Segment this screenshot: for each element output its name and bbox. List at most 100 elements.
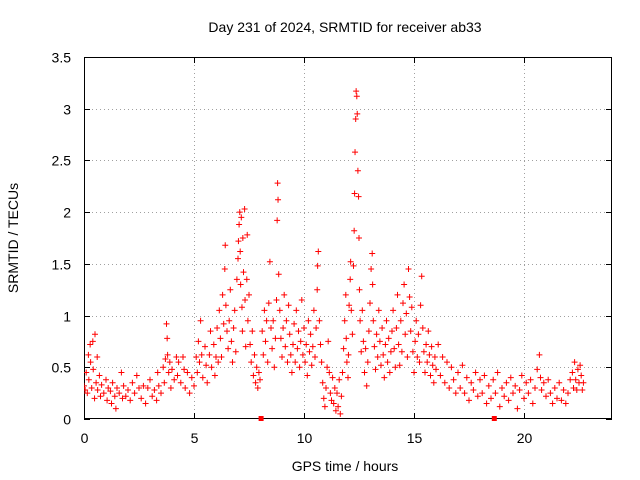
data-point — [496, 403, 503, 410]
data-point — [346, 302, 353, 309]
data-point — [249, 328, 256, 335]
data-point — [396, 362, 403, 369]
y-tick-label: 2 — [63, 205, 71, 221]
data-point — [122, 393, 129, 400]
data-point — [161, 379, 168, 386]
plot-frame — [84, 57, 612, 419]
data-point — [411, 369, 417, 376]
data-point — [238, 304, 245, 311]
data-point — [195, 338, 202, 345]
data-point — [371, 343, 378, 350]
data-point — [523, 379, 530, 386]
x-tick-label: 15 — [407, 430, 423, 446]
data-point — [131, 390, 138, 397]
data-point — [217, 335, 224, 342]
data-point — [166, 359, 173, 366]
data-point — [384, 359, 391, 366]
data-point — [277, 335, 284, 342]
data-point — [125, 387, 131, 394]
data-point — [281, 291, 288, 298]
data-point — [244, 317, 251, 324]
data-point — [316, 317, 323, 324]
data-point — [560, 387, 567, 394]
data-point — [354, 110, 361, 117]
data-point — [429, 362, 436, 369]
data-point — [242, 297, 249, 304]
data-point — [310, 307, 317, 314]
data-point — [368, 266, 375, 273]
data-point — [349, 331, 356, 338]
data-point — [354, 167, 361, 174]
data-point — [204, 379, 211, 386]
data-point — [527, 376, 534, 383]
data-point — [335, 403, 342, 410]
data-point — [383, 317, 390, 324]
data-point — [220, 320, 227, 327]
data-point — [293, 307, 300, 314]
data-point — [448, 364, 455, 371]
data-point — [301, 324, 307, 331]
data-point — [347, 258, 354, 265]
data-point — [263, 317, 270, 324]
data-point — [210, 341, 217, 348]
data-point — [567, 376, 574, 383]
gap-marker — [258, 416, 264, 421]
data-point — [534, 366, 541, 373]
data-point — [238, 214, 245, 221]
data-point — [343, 335, 350, 342]
data-point — [103, 376, 109, 383]
data-point — [405, 266, 412, 273]
data-point — [357, 317, 364, 324]
data-point — [218, 353, 225, 360]
data-point — [356, 235, 362, 241]
data-point — [90, 366, 97, 373]
data-point — [118, 369, 125, 376]
data-point — [385, 335, 392, 342]
data-point — [579, 387, 586, 394]
data-point — [236, 209, 243, 216]
data-point — [85, 351, 92, 358]
data-point — [403, 310, 410, 317]
data-point — [363, 382, 370, 389]
data-point — [380, 351, 387, 358]
data-point — [525, 390, 532, 397]
data-point — [84, 390, 91, 397]
data-point — [420, 348, 427, 355]
data-point — [537, 374, 544, 381]
data-point — [97, 393, 104, 400]
data-point — [298, 297, 305, 304]
data-point — [426, 351, 433, 358]
data-point — [373, 331, 380, 338]
data-point — [154, 369, 161, 376]
data-point — [387, 348, 394, 355]
data-point — [162, 356, 169, 363]
data-point — [444, 359, 450, 366]
data-point — [565, 390, 571, 397]
data-point — [514, 405, 521, 412]
y-tick-label: 1 — [63, 309, 71, 325]
data-point — [339, 369, 346, 376]
data-point — [351, 190, 358, 197]
data-point — [318, 359, 325, 366]
data-point — [362, 345, 369, 352]
data-point — [347, 276, 354, 283]
data-point — [556, 379, 563, 386]
data-point — [180, 353, 186, 360]
data-point — [452, 390, 459, 397]
data-point — [312, 353, 318, 360]
data-point — [343, 359, 350, 366]
data-point — [241, 206, 248, 213]
data-point — [352, 116, 359, 123]
data-point — [259, 328, 266, 335]
data-point — [433, 366, 439, 373]
data-point — [127, 397, 134, 404]
data-point — [391, 345, 398, 352]
data-point — [398, 348, 405, 355]
data-point — [345, 351, 352, 358]
data-point — [94, 387, 101, 394]
data-point — [225, 345, 232, 352]
data-point — [84, 369, 90, 376]
data-point — [340, 345, 347, 352]
data-point — [153, 397, 160, 404]
x-axis-label: GPS time / hours — [292, 458, 399, 474]
